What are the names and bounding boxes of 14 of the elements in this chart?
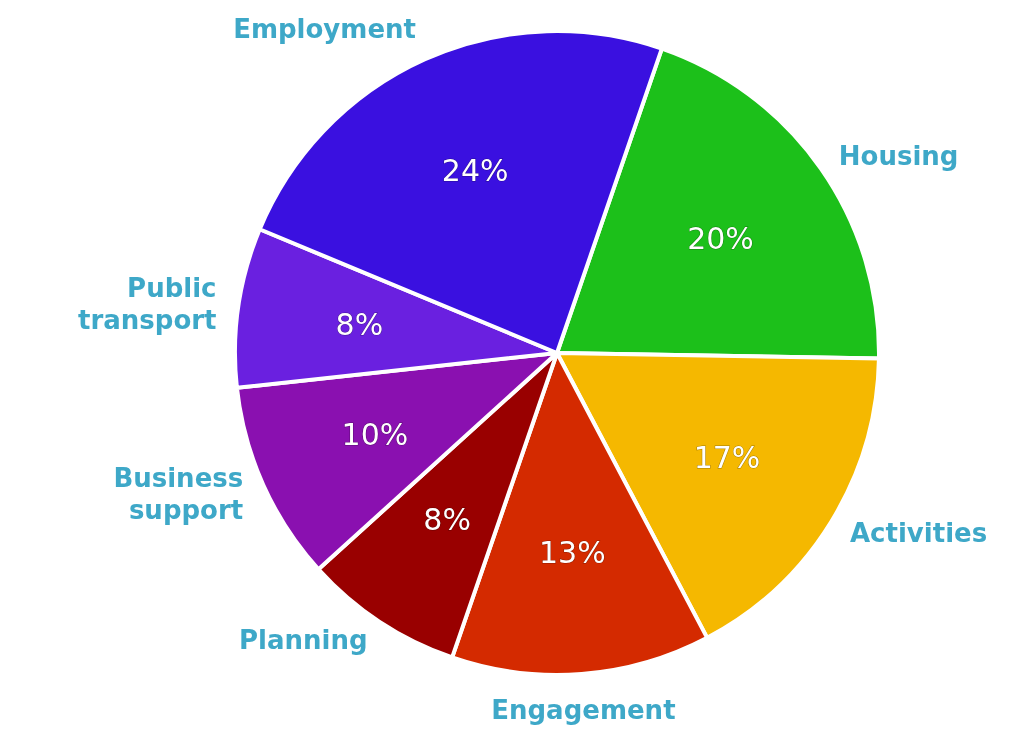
data-label: 24% [441,153,509,189]
data-label: 8% [335,307,384,343]
data-label: 20% [687,220,754,256]
slice-label: Business support [113,463,244,526]
slice-label: Activities [849,518,988,549]
slice-label: Engagement [491,694,676,725]
data-label: 10% [341,417,409,453]
slice-label: Planning [239,625,368,656]
data-label: 13% [538,534,606,570]
slice-label: Employment [233,14,416,45]
data-label: 17% [693,440,761,476]
slice-label: Housing [838,140,959,171]
slice-label: Public transport [78,272,217,335]
data-label: 8% [423,502,471,538]
